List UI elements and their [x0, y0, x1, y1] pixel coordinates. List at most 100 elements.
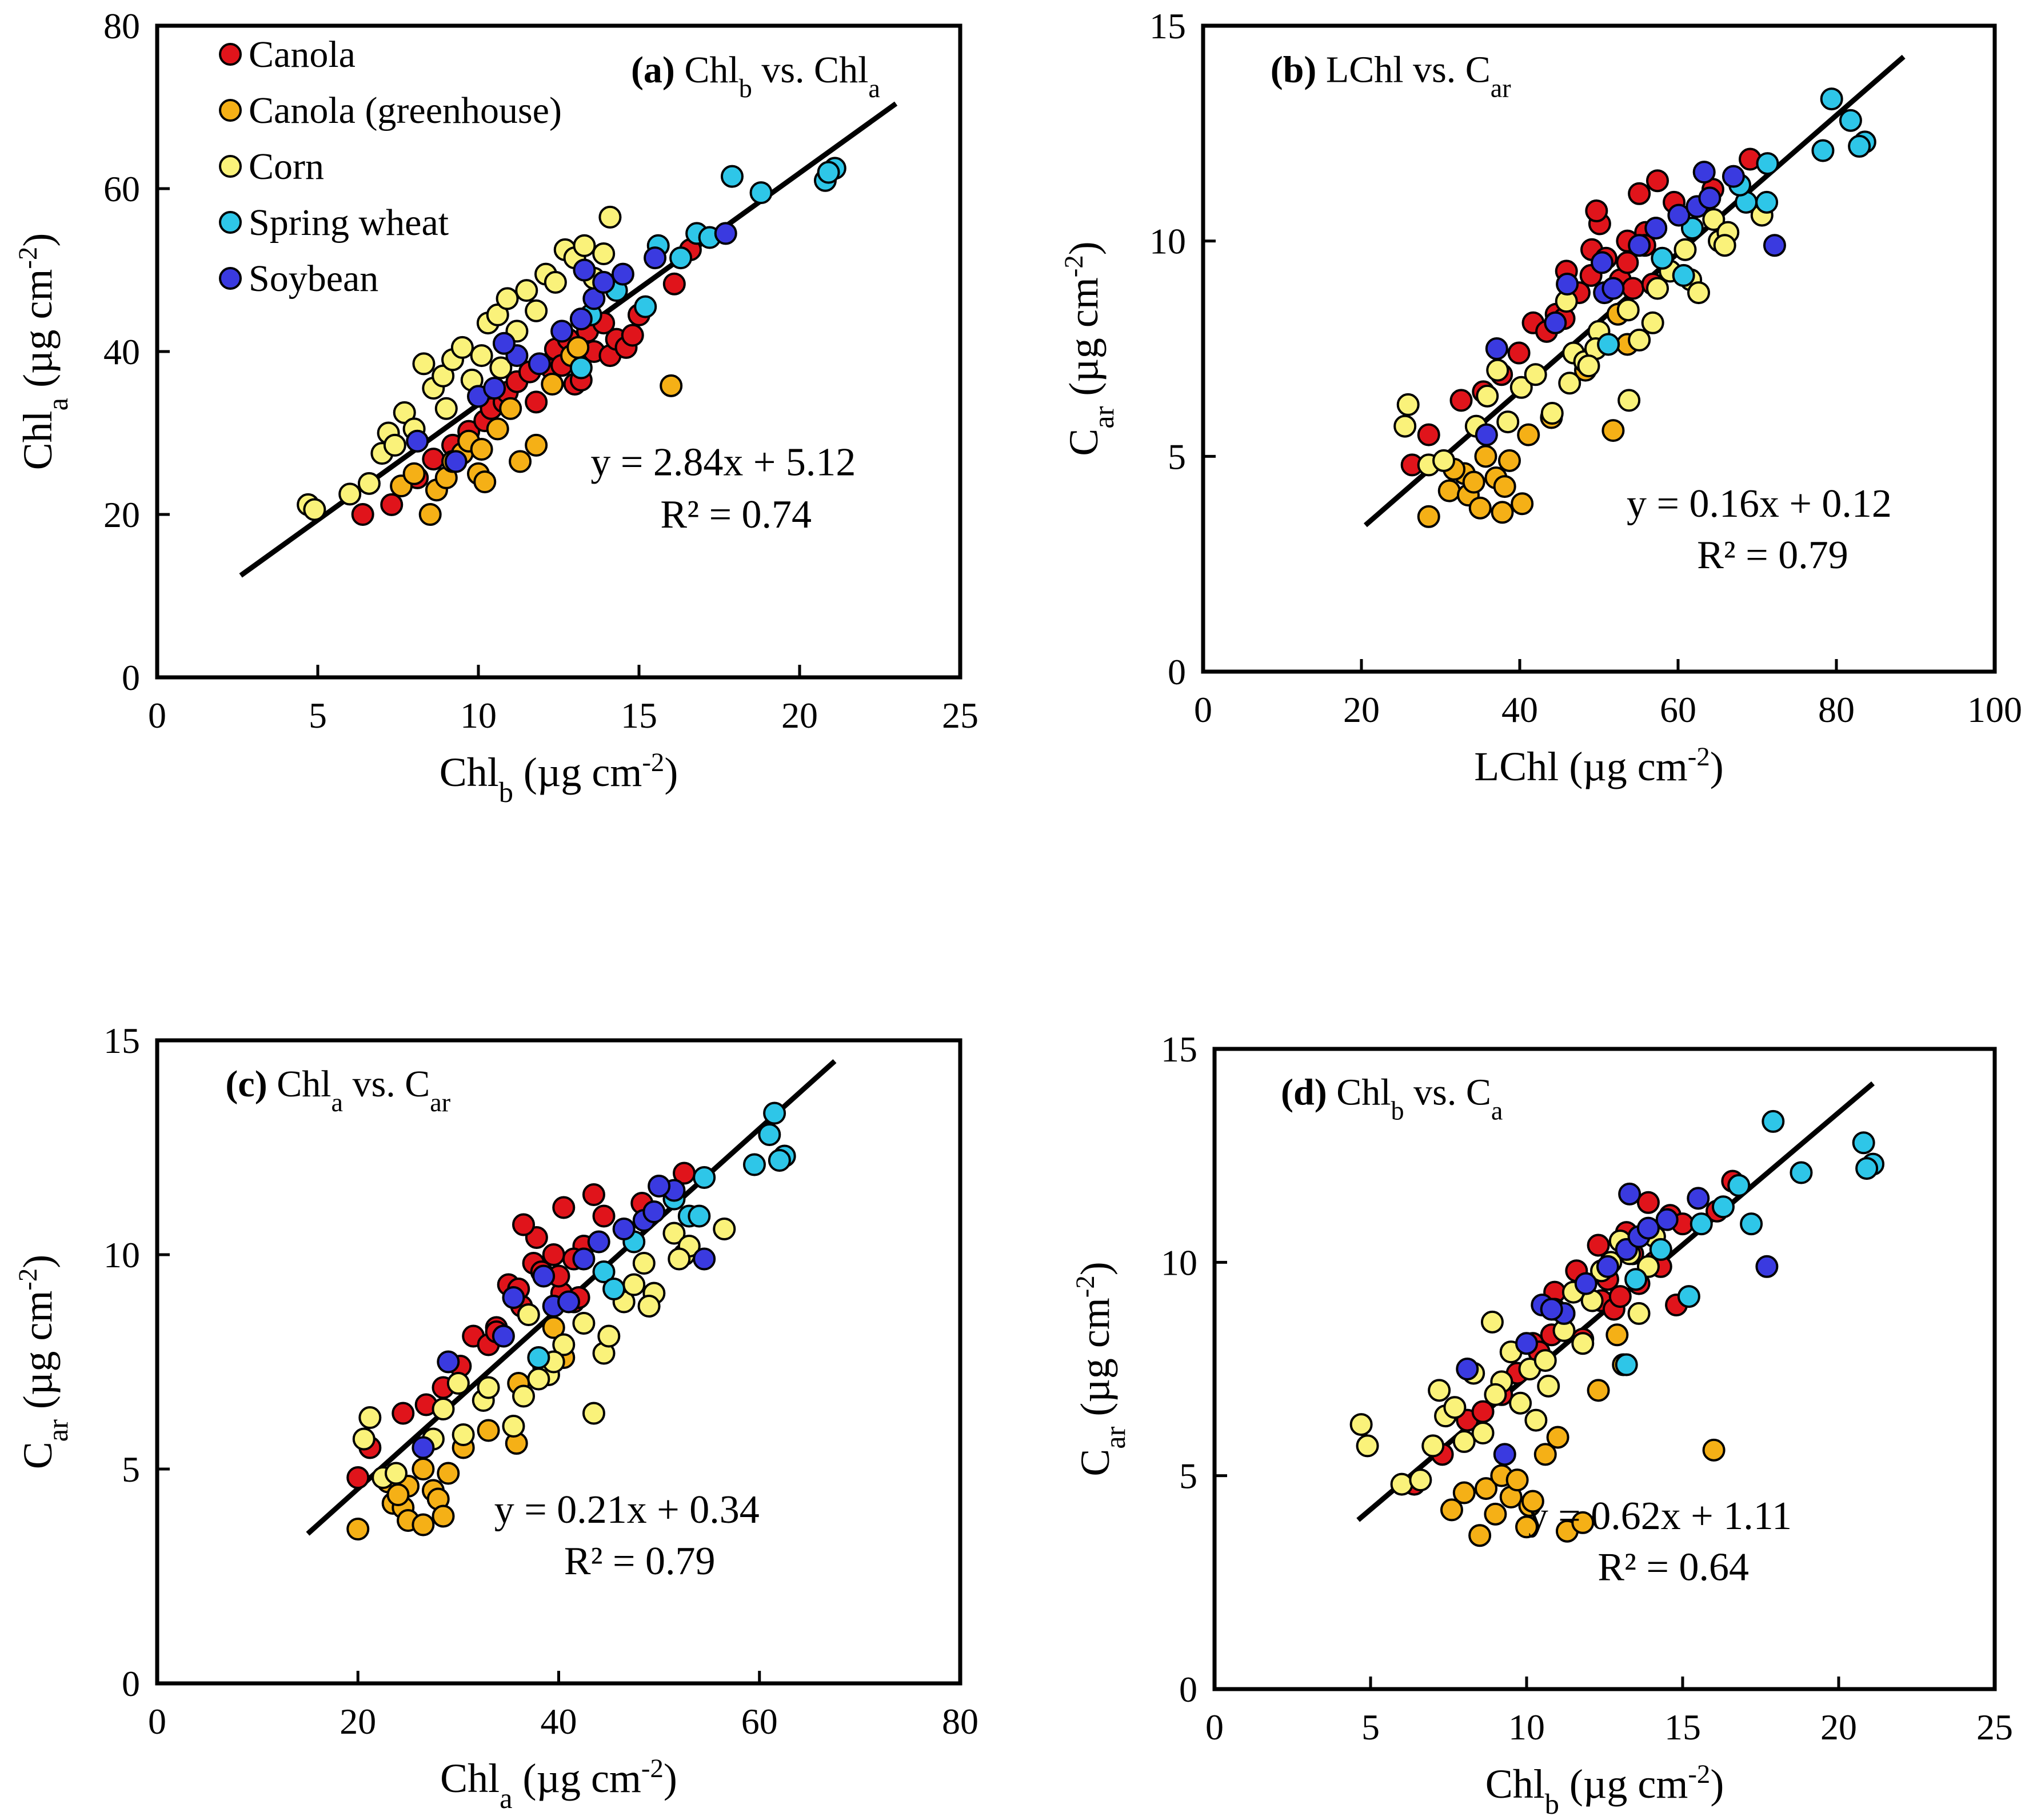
data-point-canola-greenhouse — [1601, 419, 1625, 442]
data-point-corn — [1409, 1468, 1432, 1492]
data-point-spring-wheat — [720, 165, 744, 188]
data-point-corn — [544, 270, 567, 294]
y-tick-label: 15 — [1149, 6, 1186, 46]
x-axis-title: Chla (µg cm-2) — [440, 1754, 677, 1814]
y-tick-label: 5 — [122, 1449, 140, 1490]
x-tick-label: 15 — [621, 695, 657, 736]
x-tick-label: 60 — [741, 1701, 778, 1742]
data-point-spring-wheat — [1651, 246, 1674, 270]
x-axis-title: Chlb (µg cm-2) — [1485, 1759, 1724, 1820]
x-axis-title: LChl (µg cm-2) — [1474, 742, 1723, 789]
data-point-corn — [1393, 414, 1417, 438]
x-tick-label: 5 — [309, 695, 327, 736]
data-point-spring-wheat — [1790, 1161, 1813, 1184]
data-point-soybean — [1722, 165, 1745, 188]
panel-title: (b) LChl vs. Car — [1271, 49, 1511, 102]
data-point-corn — [1480, 1310, 1504, 1334]
data-point-canola — [1585, 199, 1608, 222]
data-point-soybean — [1636, 1216, 1660, 1240]
data-point-corn — [662, 1222, 686, 1245]
data-point-canola-greenhouse — [346, 1518, 370, 1540]
data-point-soybean — [1574, 1272, 1597, 1295]
data-point-canola — [525, 390, 548, 414]
data-point-corn — [1396, 393, 1420, 416]
data-point-soybean — [592, 270, 616, 294]
data-point-spring-wheat — [763, 1101, 786, 1125]
x-axis-title: Chlb (µg cm-2) — [440, 748, 678, 808]
data-point-canola-greenhouse — [1468, 496, 1492, 520]
data-point-spring-wheat — [1689, 1212, 1713, 1236]
data-point-soybean — [502, 1286, 525, 1309]
data-point-corn — [1471, 1422, 1495, 1444]
data-point-spring-wheat — [817, 161, 840, 184]
x-tick-label: 25 — [1976, 1707, 2013, 1747]
data-point-corn — [1476, 384, 1499, 408]
data-point-spring-wheat — [1672, 264, 1695, 287]
data-point-canola — [1449, 389, 1473, 412]
data-point-corn — [525, 299, 548, 322]
data-point-corn — [598, 205, 622, 229]
data-point-canola-greenhouse — [386, 1483, 410, 1506]
data-point-canola-greenhouse — [499, 397, 522, 420]
data-point-corn — [1452, 1430, 1476, 1453]
legend-swatch-corn — [219, 155, 242, 178]
data-point-spring-wheat — [1855, 1157, 1879, 1180]
y-tick-label: 15 — [1161, 1029, 1197, 1069]
data-point-corn — [1577, 354, 1600, 378]
data-point-soybean — [1628, 234, 1651, 257]
data-point-canola — [1608, 1285, 1632, 1308]
data-point-soybean — [1698, 186, 1722, 210]
data-point-spring-wheat — [1624, 1268, 1648, 1291]
data-point-spring-wheat — [742, 1153, 766, 1176]
data-point-canola-greenhouse — [1515, 1515, 1538, 1539]
data-point-spring-wheat — [569, 356, 593, 380]
data-point-soybean — [1667, 203, 1691, 227]
data-point-corn — [1486, 358, 1509, 382]
data-point-spring-wheat — [1756, 152, 1779, 175]
data-point-soybean — [1655, 1208, 1679, 1231]
data-point-canola-greenhouse — [1702, 1438, 1726, 1462]
data-point-canola-greenhouse — [470, 438, 493, 461]
data-point-spring-wheat — [1848, 134, 1871, 158]
data-point-canola-greenhouse — [1440, 1498, 1463, 1522]
data-point-soybean — [557, 1290, 581, 1314]
y-tick-label: 10 — [1149, 221, 1186, 262]
data-point-soybean — [1596, 1255, 1619, 1278]
data-point-canola-greenhouse — [412, 1458, 435, 1480]
data-point-spring-wheat — [758, 1123, 781, 1146]
data-point-canola-greenhouse — [1484, 1502, 1507, 1526]
regression-equation: y = 0.16x + 0.12 — [1627, 482, 1892, 526]
regression-equation: y = 0.21x + 0.34 — [494, 1488, 760, 1532]
data-point-canola-greenhouse — [477, 1419, 500, 1442]
data-point-soybean — [483, 377, 506, 400]
data-point-canola-greenhouse — [1437, 479, 1461, 502]
y-tick-label: 0 — [1179, 1669, 1197, 1710]
data-point-spring-wheat — [1615, 1353, 1638, 1376]
data-point-soybean — [1485, 337, 1508, 360]
data-point-spring-wheat — [1762, 1109, 1785, 1133]
y-tick-label: 0 — [1168, 652, 1186, 692]
data-point-canola-greenhouse — [1417, 505, 1440, 528]
data-point-canola — [1417, 423, 1440, 446]
data-point-corn — [352, 1427, 376, 1451]
data-point-soybean — [550, 320, 574, 343]
legend-label: Corn — [249, 146, 324, 187]
data-point-canola-greenhouse — [1475, 1477, 1498, 1500]
data-point-soybean — [444, 450, 468, 473]
data-point-corn — [477, 1376, 500, 1399]
data-point-corn — [338, 482, 362, 506]
legend-label: Spring wheat — [249, 202, 449, 244]
data-point-canola — [1587, 1234, 1610, 1257]
data-point-corn — [1617, 389, 1641, 412]
data-point-corn — [632, 1252, 656, 1275]
data-point-corn — [637, 1295, 661, 1318]
data-point-canola-greenhouse — [1491, 501, 1514, 524]
data-point-corn — [512, 1384, 536, 1408]
data-point-canola-greenhouse — [437, 1462, 460, 1485]
x-tick-label: 10 — [1508, 1707, 1545, 1747]
data-point-soybean — [714, 222, 737, 245]
data-point-spring-wheat — [602, 1278, 626, 1300]
data-point-spring-wheat — [1820, 87, 1843, 111]
data-point-corn — [1616, 298, 1640, 322]
